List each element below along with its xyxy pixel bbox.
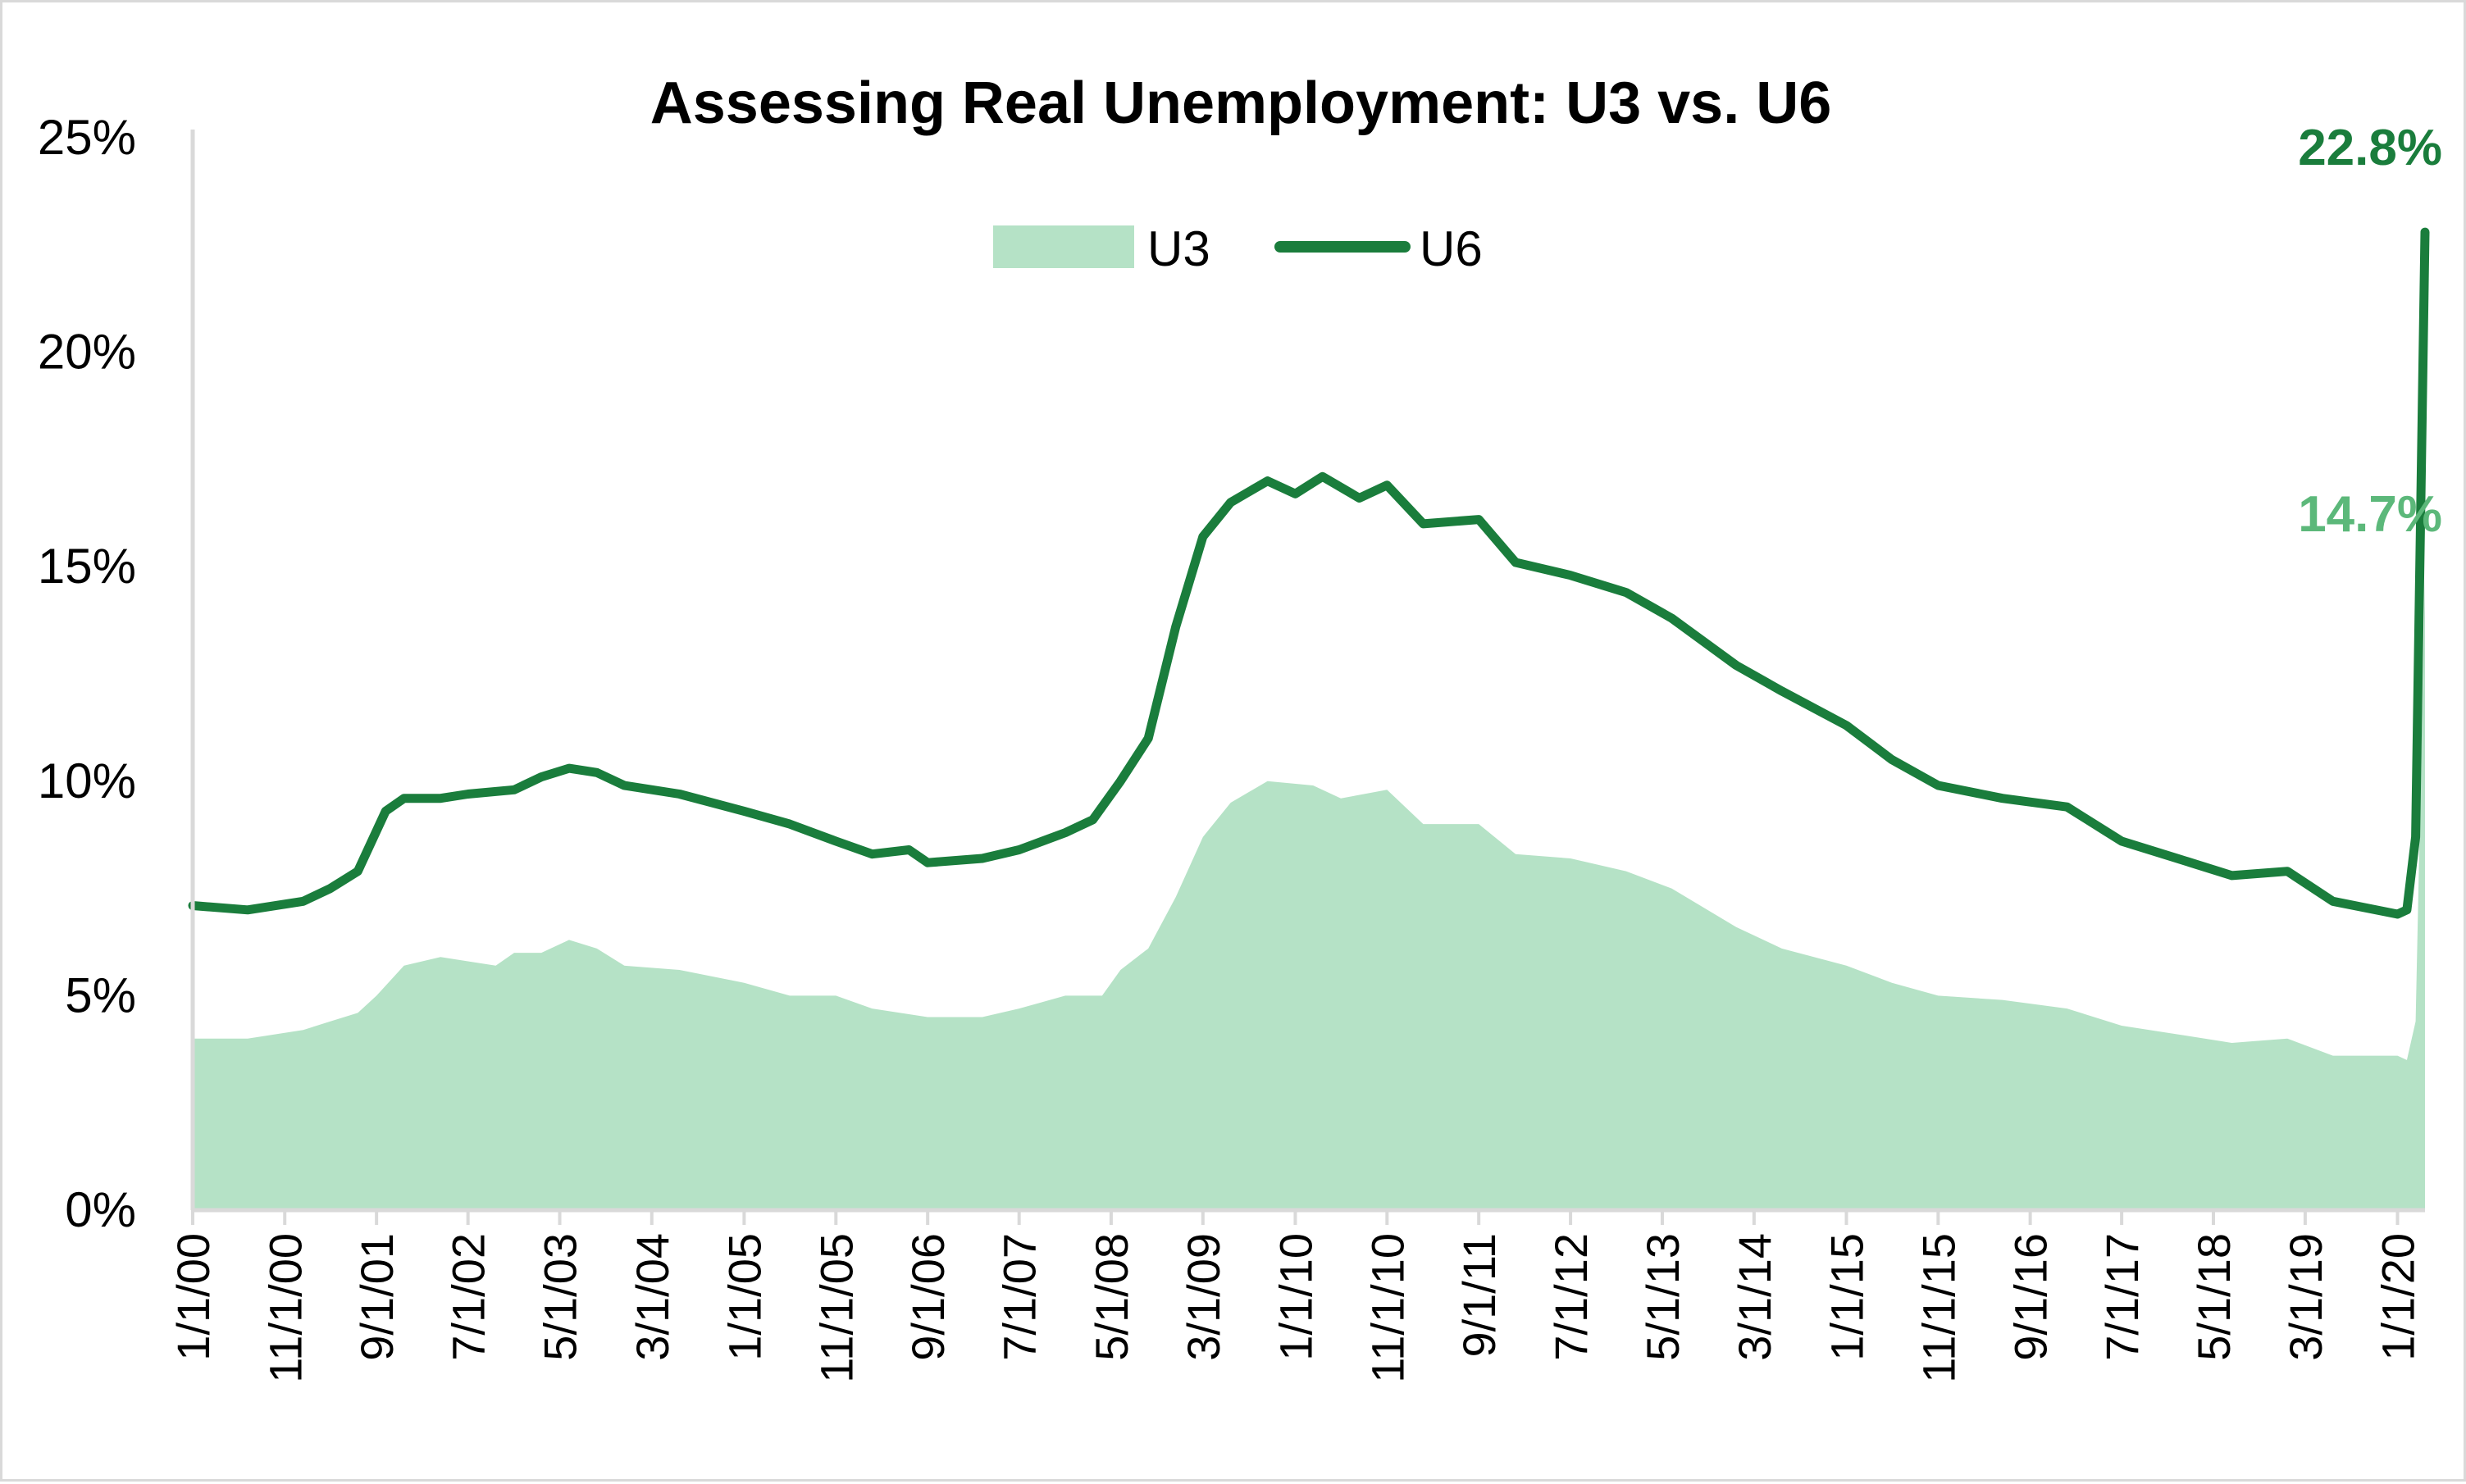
y-tick-label: 0% (65, 1182, 136, 1237)
y-tick-label: 20% (38, 325, 136, 380)
x-tick-label: 7/1/12 (1545, 1233, 1597, 1361)
x-tick-label: 7/1/07 (994, 1233, 1046, 1361)
x-tick-label: 1/1/10 (1269, 1233, 1321, 1361)
x-tick-label: 5/1/13 (1637, 1233, 1689, 1361)
x-tick-label: 1/1/20 (2373, 1233, 2424, 1361)
u6-line-layer (188, 227, 2430, 919)
y-axis-ticks: 0% 5% 10% 15% 20% 25% (38, 110, 136, 1237)
chart-title: Assessing Real Unemployment: U3 vs. U6 (650, 71, 1832, 136)
y-tick-label: 5% (65, 967, 136, 1022)
x-tick-label: 1/1/15 (1821, 1233, 1872, 1361)
x-tick-label: 3/1/09 (1178, 1233, 1229, 1361)
x-tick-label: 11/1/05 (810, 1233, 862, 1383)
x-tick-label: 5/1/03 (535, 1233, 586, 1361)
x-tick-label: 7/1/17 (2096, 1233, 2148, 1361)
axes (190, 130, 2425, 1213)
legend-label-u6: U6 (1420, 221, 1483, 276)
u3-area (193, 579, 2425, 1210)
x-tick-label: 9/1/06 (902, 1233, 954, 1361)
y-tick-label: 10% (38, 753, 136, 808)
legend: U3 U6 (993, 221, 1483, 276)
x-axis-ticks: 1/1/00 11/1/00 9/1/01 7/1/02 5/1/03 3/1/04 1/1… (167, 1210, 2424, 1383)
x-tick-label: 11/1/10 (1361, 1233, 1413, 1383)
x-tick-label: 9/1/16 (2005, 1233, 2057, 1361)
x-tick-label: 3/1/14 (1729, 1233, 1780, 1361)
x-tick-label: 1/1/00 (167, 1233, 219, 1361)
x-tick-label: 1/1/05 (718, 1233, 770, 1361)
u6-line (188, 227, 2430, 919)
x-tick-label: 9/1/01 (351, 1233, 403, 1361)
x-tick-label: 11/1/15 (1912, 1233, 1964, 1383)
x-tick-label: 5/1/18 (2188, 1233, 2240, 1361)
x-tick-label: 9/1/11 (1453, 1233, 1505, 1358)
x-tick-label: 3/1/19 (2280, 1233, 2332, 1361)
x-tick-label: 3/1/04 (627, 1233, 678, 1361)
x-tick-label: 11/1/00 (259, 1233, 311, 1383)
x-tick-label: 5/1/08 (1086, 1233, 1137, 1361)
u6-last-value-label: 22.8% (2298, 120, 2442, 176)
u3-area-layer (193, 579, 2425, 1210)
x-tick-label: 7/1/02 (443, 1233, 495, 1361)
y-tick-label: 15% (38, 539, 136, 594)
legend-swatch-u3 (993, 225, 1134, 268)
legend-label-u3: U3 (1147, 221, 1210, 276)
y-tick-label: 25% (38, 110, 136, 165)
u3-last-value-label: 14.7% (2298, 486, 2442, 543)
